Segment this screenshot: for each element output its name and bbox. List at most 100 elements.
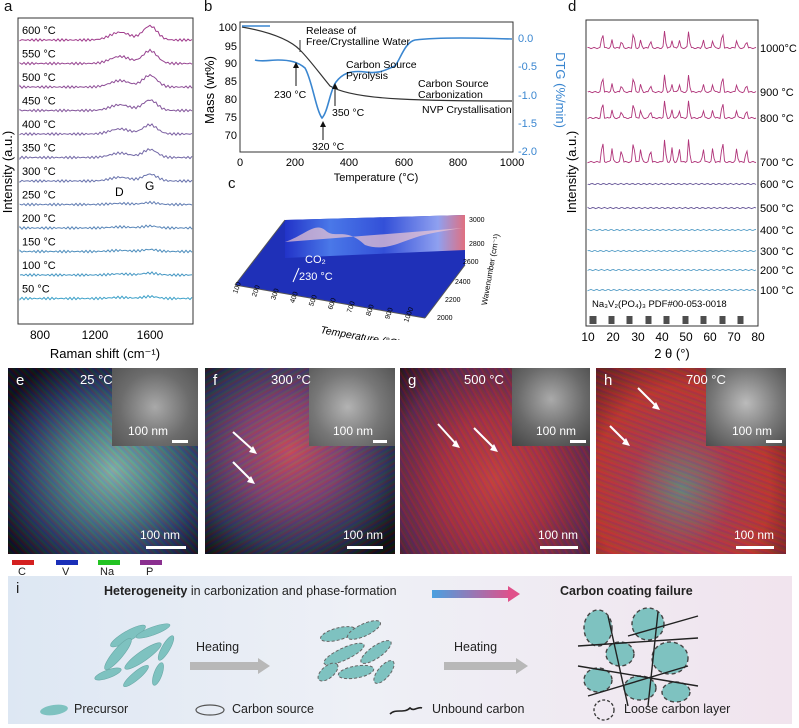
svg-text:2600: 2600 [463, 259, 479, 266]
raman-temp-label: 550 °C [22, 49, 56, 61]
schematic-title: Heterogeneity in carbonization and phase… [104, 584, 397, 598]
svg-text:Carbonization: Carbonization [418, 89, 483, 101]
xrd-pattern [587, 100, 757, 120]
svg-text:2400: 2400 [455, 279, 471, 286]
xrd-pattern [587, 206, 757, 210]
em-inset-h: 100 nm [706, 368, 786, 446]
svg-text:200: 200 [286, 157, 304, 169]
legend-loose-carbon: Loose carbon layer [624, 702, 731, 716]
raman-temp-label: 500 °C [22, 72, 56, 84]
legend-label-p: P [146, 566, 154, 578]
svg-text:1000: 1000 [500, 157, 524, 169]
xrd-pattern [587, 288, 756, 292]
svg-text:50: 50 [679, 330, 693, 344]
svg-text:30: 30 [631, 330, 645, 344]
svg-text:70: 70 [225, 130, 237, 142]
raman-temp-label: 150 °C [22, 237, 56, 249]
svg-text:Mass (wt%): Mass (wt%) [202, 56, 217, 124]
svg-text:3000: 3000 [469, 217, 485, 224]
ftir-xtick: 1000 [403, 306, 415, 323]
svg-text:75: 75 [225, 112, 237, 124]
xrd-pattern [587, 31, 757, 50]
panel-label-a: a [4, 0, 13, 15]
svg-text:10: 10 [581, 330, 595, 344]
svg-text:230 °C: 230 °C [299, 271, 333, 283]
legend-label-c: C [18, 566, 26, 578]
xrd-pattern [587, 74, 757, 94]
raman-temp-label: 250 °C [22, 190, 56, 202]
raman-temp-label: 300 °C [22, 166, 56, 178]
svg-text:CO₂: CO₂ [305, 254, 326, 266]
xrd-temp-label: 700 °C [760, 157, 794, 169]
ftir-xtick: 700 [346, 300, 357, 313]
svg-text:Free/Crystalline Water: Free/Crystalline Water [306, 36, 411, 48]
svg-text:0.0: 0.0 [518, 33, 533, 45]
raman-temp-label: 400 °C [22, 119, 56, 131]
ftir-xtick: 200 [251, 284, 262, 297]
svg-text:Carbon Source: Carbon Source [346, 59, 417, 71]
svg-text:-0.5: -0.5 [518, 61, 537, 73]
ftir-xtick: 300 [270, 288, 281, 301]
gradient-arrow [432, 590, 512, 598]
svg-text:80: 80 [225, 94, 237, 106]
svg-text:2800: 2800 [469, 241, 485, 248]
svg-text:70: 70 [727, 330, 741, 344]
em-inset-e: 100 nm [112, 368, 198, 446]
xrd-temp-label: 600 °C [760, 179, 794, 191]
panel-label-i: i [16, 580, 20, 597]
svg-text:90: 90 [225, 58, 237, 70]
xrd-temp-label: 100 °C [760, 285, 794, 297]
ftir-3d-surface: CO₂ 230 °C 100 200 300 400 500 600 700 800 900 10… [232, 215, 501, 340]
svg-text:-1.0: -1.0 [518, 90, 537, 102]
svg-text:230 °C: 230 °C [274, 89, 307, 101]
xrd-pattern [587, 228, 757, 232]
raman-chart: 600 °C 550 °C 500 °C 450 °C 400 °C 350 °C 300 … [0, 17, 194, 361]
tga-dtg-curve [242, 25, 513, 120]
raman-spectrum [19, 294, 193, 301]
raman-spectrum [19, 248, 193, 254]
svg-text:-1.5: -1.5 [518, 118, 537, 130]
legend-swatch-c [12, 560, 34, 565]
svg-text:100: 100 [219, 22, 237, 34]
em-inset-g: 100 nm [512, 368, 590, 446]
svg-text:Carbon Source: Carbon Source [418, 78, 489, 90]
panel-label-d: d [568, 0, 577, 15]
xrd-pattern [587, 182, 757, 186]
raman-spectrum [19, 224, 193, 230]
ftir-xtick: 900 [384, 307, 395, 320]
ftir-xtick: 800 [365, 304, 376, 317]
raman-temp-label: 450 °C [22, 96, 56, 108]
svg-text:Intensity (a.u.): Intensity (a.u.) [564, 131, 579, 213]
tga-chart: 100 95 90 85 80 75 70 0.0 -0.5 -1.0 -1.5… [202, 21, 568, 184]
legend-swatch-na [98, 560, 120, 565]
xrd-temp-label: 200 °C [760, 265, 794, 277]
svg-text:800: 800 [449, 157, 467, 169]
legend-swatch-v [56, 560, 78, 565]
xrd-temp-label: 400 °C [760, 225, 794, 237]
xrd-chart: 1000°C 900 °C 800 °C 700 °C 600 °C 500 °C 400 … [564, 19, 797, 361]
legend-label-v: V [62, 566, 70, 578]
tga-mass-curve [241, 26, 513, 102]
raman-spectrum [19, 173, 193, 183]
legend-precursor: Precursor [74, 702, 129, 716]
schematic-drawing [40, 607, 699, 721]
legend-label-na: Na [100, 566, 115, 578]
raman-peak-d: D [115, 185, 124, 199]
em-panel-h: 100 nm h 700 °C 100 nm [596, 368, 786, 554]
svg-text:2000: 2000 [437, 315, 453, 322]
svg-text:-2.0: -2.0 [518, 146, 537, 158]
svg-text:0: 0 [237, 157, 243, 169]
schematic-panel-i: i Heterogeneity in carbonization and pha… [8, 576, 792, 724]
raman-xtick-1200: 1200 [82, 328, 109, 342]
raman-xlabel: Raman shift (cm⁻¹) [50, 346, 160, 361]
raman-spectrum [19, 48, 193, 66]
xrd-pattern [587, 268, 757, 272]
raman-spectrum [19, 147, 193, 161]
em-panel-g: 100 nm g 500 °C 100 nm [400, 368, 590, 554]
svg-text:85: 85 [225, 76, 237, 88]
svg-text:Temperature (°C): Temperature (°C) [319, 324, 401, 340]
raman-temp-label: 200 °C [22, 213, 56, 225]
svg-text:2 θ (°): 2 θ (°) [654, 346, 690, 361]
raman-spectrum [19, 24, 193, 42]
svg-text:Release of: Release of [306, 25, 356, 37]
